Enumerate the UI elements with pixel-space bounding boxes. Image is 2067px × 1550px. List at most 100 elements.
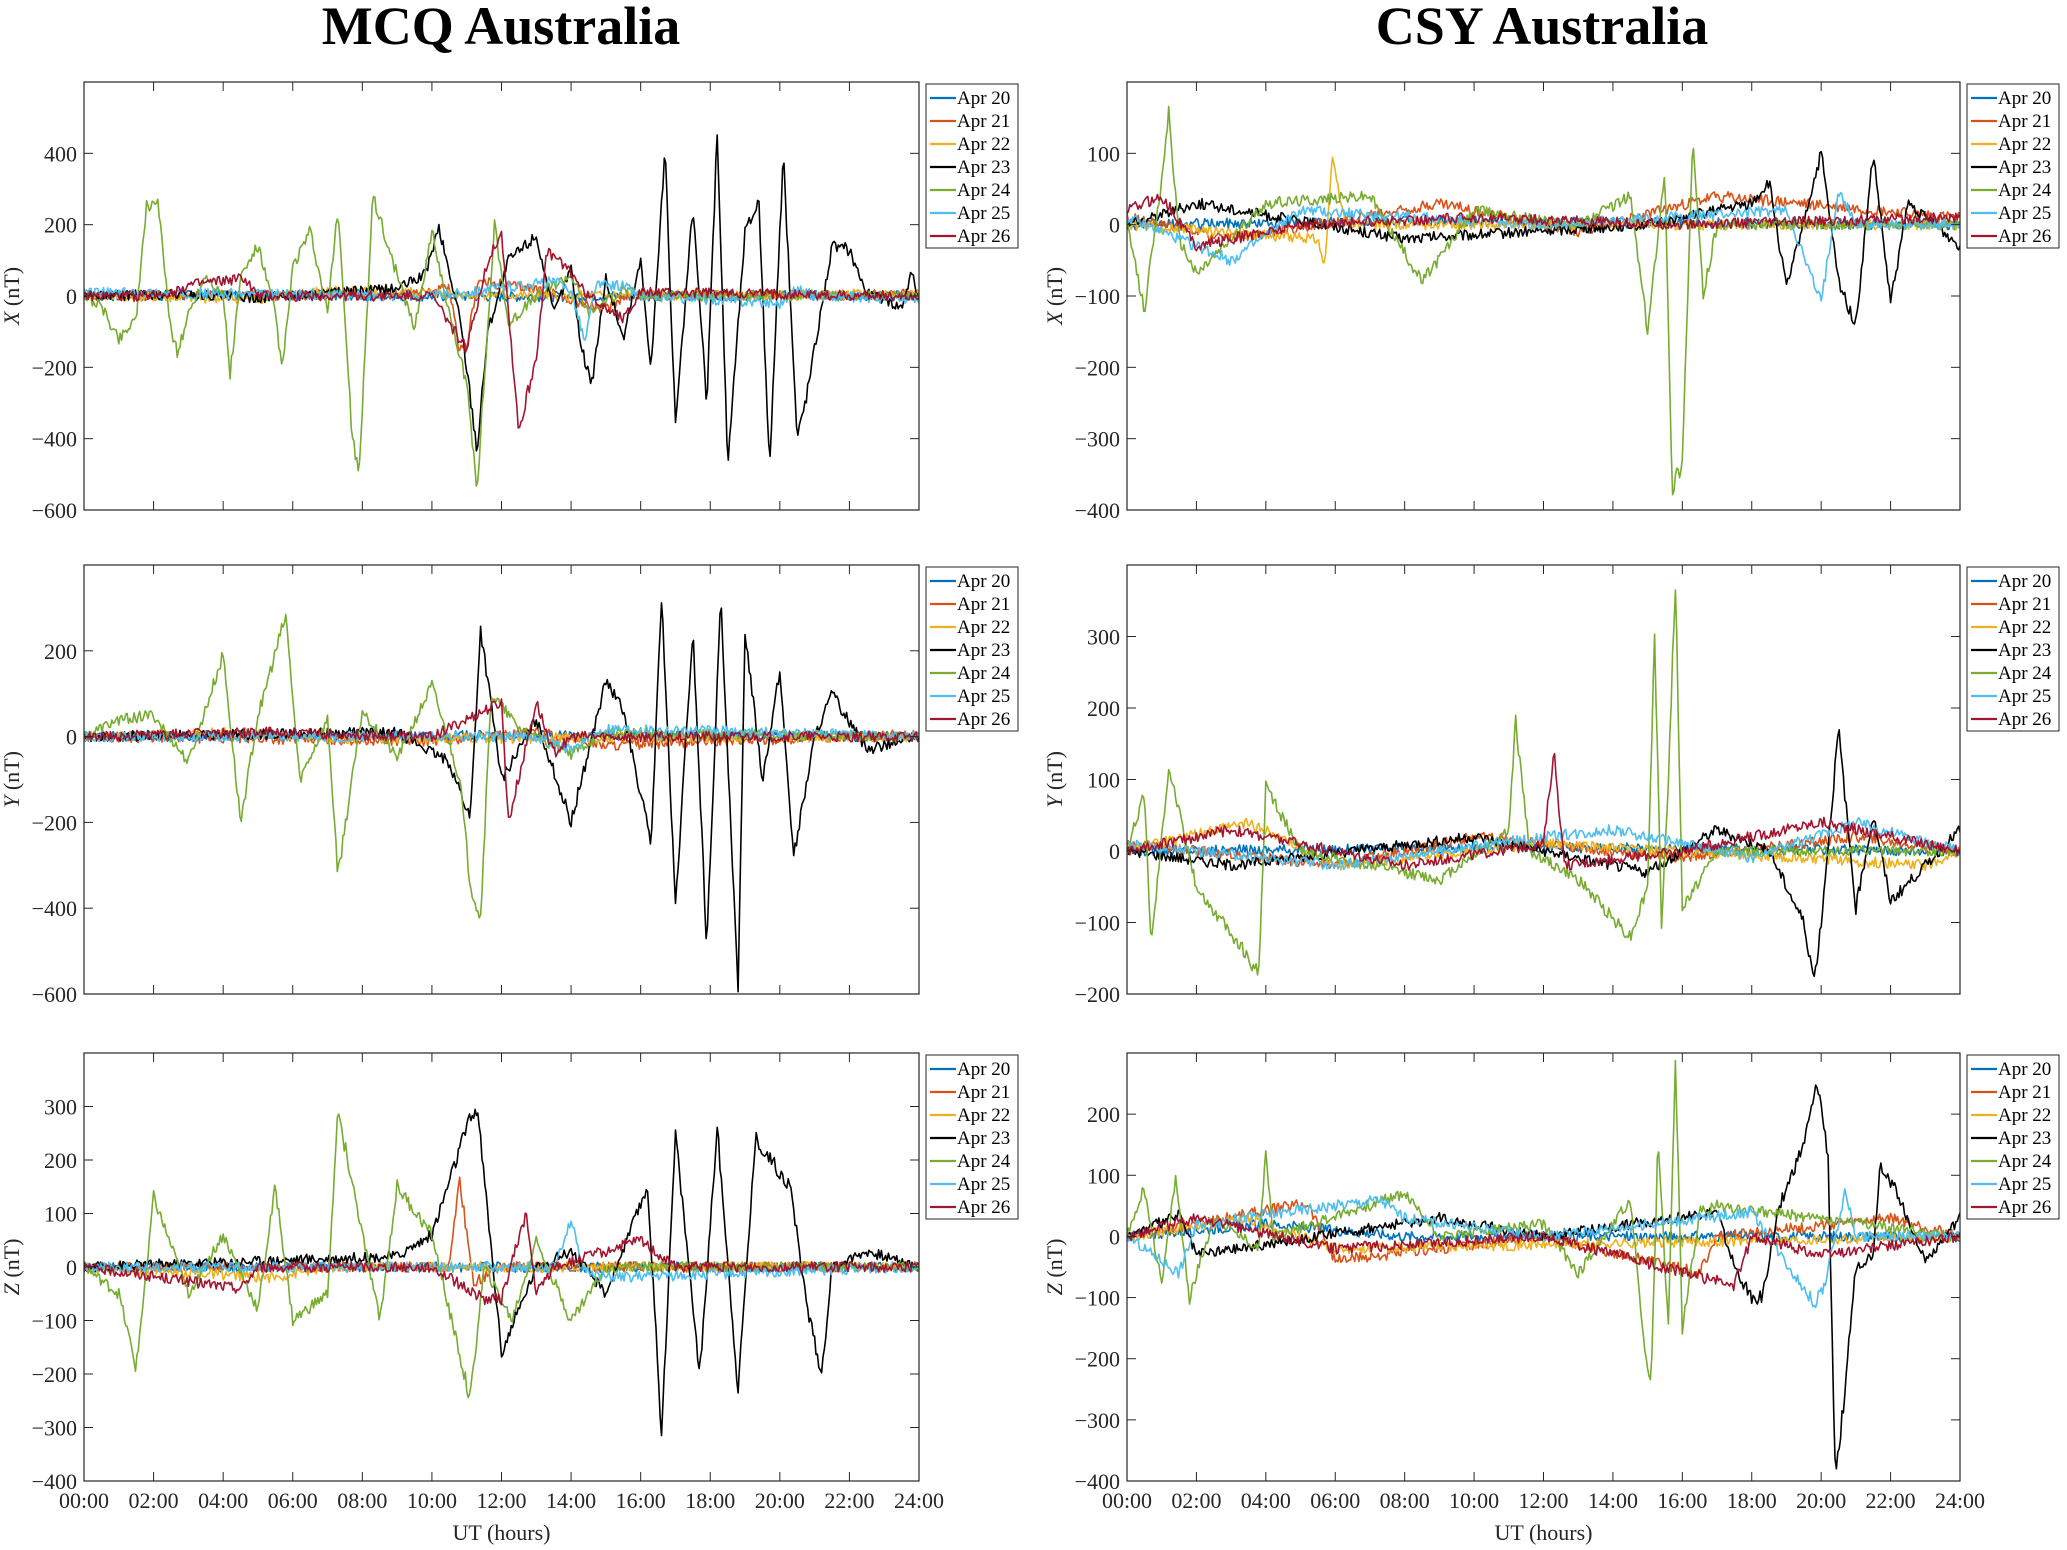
x-tick-label: 00:00: [1102, 1488, 1152, 1513]
x-tick-label: 08:00: [1380, 1488, 1430, 1513]
legend-label: Apr 21: [1998, 594, 2051, 615]
legend-item: Apr 24: [930, 663, 1011, 684]
panel-mcq-z: 00:00 02:00 04:00 06:00 08:00 10:00 12:00 14:00…: [0, 1052, 1019, 1545]
y-axis-unit: (nT): [0, 267, 24, 312]
legend-label: Apr 20: [957, 1059, 1010, 1080]
y-tick-label: 0: [1109, 213, 1120, 238]
series-line-apr-24: [1127, 589, 1960, 976]
x-axis-label: UT (hours): [1495, 1520, 1593, 1545]
series-line-apr-26: [84, 698, 919, 819]
x-tick-label: 14:00: [1588, 1488, 1638, 1513]
series-line-apr-25: [84, 723, 919, 755]
series-line-apr-23: [1127, 729, 1960, 978]
legend-item: Apr 22: [1971, 617, 2051, 638]
legend-label: Apr 23: [1998, 157, 2051, 178]
legend-label: Apr 22: [957, 1105, 1010, 1126]
legend-label: Apr 22: [1998, 134, 2051, 155]
legend-item: Apr 21: [930, 1082, 1010, 1103]
legend-label: Apr 26: [1998, 1197, 2051, 1218]
legend-item: Apr 20: [1971, 571, 2051, 592]
y-axis-unit: (nT): [1042, 267, 1067, 312]
title-csy: CSY Australia: [1376, 0, 1709, 56]
legend-item: Apr 22: [1971, 1105, 2051, 1126]
y-tick-label: 100: [1087, 768, 1120, 793]
y-axis-variable: X: [0, 310, 24, 326]
y-tick-label: 400: [44, 141, 77, 166]
y-tick-label: −300: [32, 1416, 77, 1441]
legend-label: Apr 20: [957, 571, 1010, 592]
legend-label: Apr 21: [1998, 111, 2051, 132]
series-line-apr-25: [1127, 191, 1960, 302]
legend-label: Apr 21: [1998, 1082, 2051, 1103]
series-line-apr-23: [1127, 150, 1960, 325]
x-tick-label: 10:00: [1449, 1488, 1499, 1513]
legend-label: Apr 25: [1998, 1174, 2051, 1195]
x-tick-label: 14:00: [546, 1488, 596, 1513]
legend-item: Apr 26: [1971, 1197, 2051, 1218]
x-tick-label: 04:00: [1241, 1488, 1291, 1513]
series-group: [1127, 1059, 1960, 1470]
y-tick-label: 0: [66, 1255, 77, 1280]
y-axis-variable: Z: [0, 1282, 24, 1295]
legend-label: Apr 26: [1998, 226, 2051, 247]
x-tick-label: 08:00: [337, 1488, 387, 1513]
series-line-apr-26: [84, 230, 919, 429]
legend-item: Apr 26: [1971, 709, 2051, 730]
legend-item: Apr 20: [930, 88, 1010, 109]
legend-label: Apr 24: [957, 180, 1011, 201]
x-tick-label: 24:00: [894, 1488, 944, 1513]
legend-label: Apr 20: [1998, 1059, 2051, 1080]
legend-label: Apr 24: [1998, 180, 2052, 201]
series-line-apr-23: [84, 1108, 919, 1437]
y-axis-variable: Y: [0, 793, 24, 808]
y-tick-label: −300: [1075, 427, 1120, 452]
y-axis-label: Z (nT): [0, 1239, 24, 1296]
legend-label: Apr 21: [957, 1082, 1010, 1103]
y-axis-label: Z (nT): [1042, 1239, 1067, 1296]
legend-label: Apr 24: [957, 663, 1011, 684]
y-tick-label: 100: [1087, 141, 1120, 166]
legend-label: Apr 25: [1998, 686, 2051, 707]
y-axis-label: X (nT): [0, 267, 24, 326]
series-line-apr-23: [84, 602, 919, 993]
legend-item: Apr 26: [930, 1197, 1010, 1218]
series-line-apr-23: [1127, 1084, 1960, 1470]
x-tick-label: 02:00: [129, 1488, 179, 1513]
legend-label: Apr 24: [957, 1151, 1011, 1172]
x-tick-label: 18:00: [1727, 1488, 1777, 1513]
x-tick-label: 16:00: [616, 1488, 666, 1513]
y-tick-label: −600: [32, 498, 77, 523]
plot-area: [84, 565, 919, 994]
series-group: [1127, 105, 1960, 496]
legend-item: Apr 23: [1971, 157, 2051, 178]
x-tick-label: 02:00: [1171, 1488, 1221, 1513]
y-tick-label: −100: [1075, 911, 1120, 936]
legend-item: Apr 24: [930, 1151, 1011, 1172]
y-axis-variable: Y: [1042, 793, 1067, 808]
y-tick-label: −400: [1075, 498, 1120, 523]
legend-label: Apr 25: [957, 1174, 1010, 1195]
legend-label: Apr 21: [957, 594, 1010, 615]
y-tick-label: 0: [1109, 839, 1120, 864]
y-tick-label: −300: [1075, 1408, 1120, 1433]
legend-label: Apr 23: [957, 157, 1010, 178]
series-line-apr-26: [1127, 752, 1960, 871]
legend-label: Apr 26: [957, 709, 1010, 730]
legend-item: Apr 22: [930, 1105, 1010, 1126]
legend-item: Apr 23: [1971, 1128, 2051, 1149]
legend-item: Apr 24: [1971, 1151, 2052, 1172]
series-line-apr-22: [1127, 1212, 1960, 1255]
legend-item: Apr 21: [1971, 1082, 2051, 1103]
series-group: [1127, 589, 1960, 978]
y-tick-label: −100: [1075, 284, 1120, 309]
y-axis-label: Y (nT): [1042, 751, 1067, 808]
y-tick-label: −600: [32, 982, 77, 1007]
series-line-apr-25: [84, 276, 919, 341]
legend-item: Apr 23: [930, 1128, 1010, 1149]
legend-item: Apr 21: [930, 111, 1010, 132]
y-tick-label: 200: [44, 1148, 77, 1173]
plot-area: [1127, 82, 1960, 510]
